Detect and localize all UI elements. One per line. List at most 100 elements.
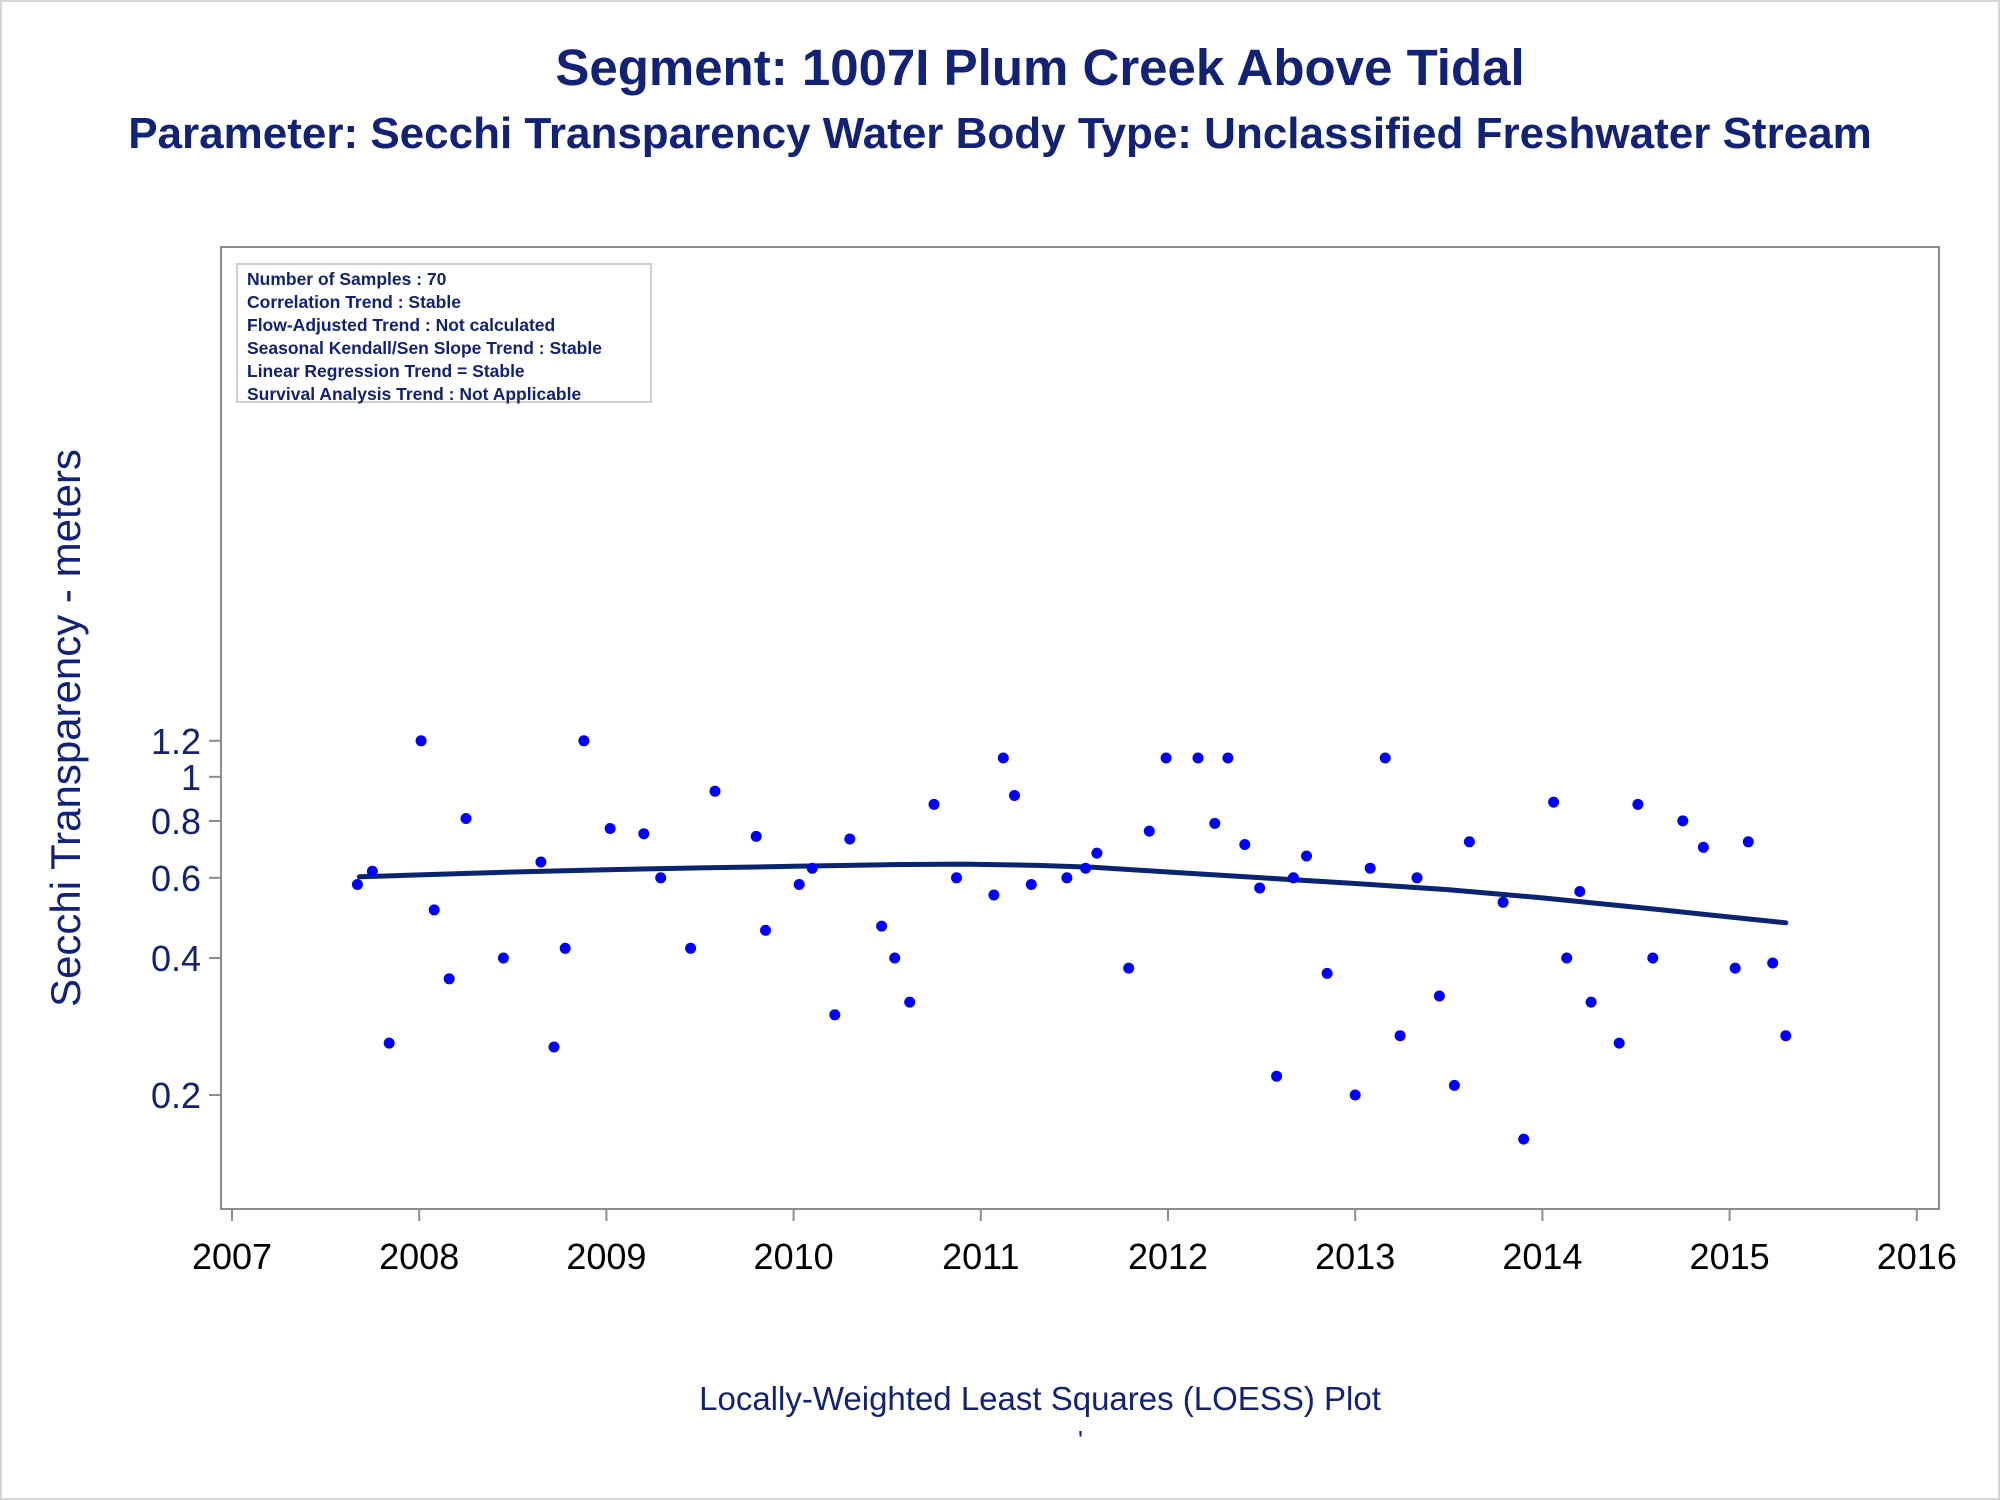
data-point xyxy=(1697,841,1709,853)
data-point xyxy=(1647,952,1659,964)
data-point xyxy=(1411,872,1423,884)
data-point xyxy=(1192,752,1204,764)
data-point xyxy=(904,996,916,1008)
data-point xyxy=(876,920,888,932)
data-point xyxy=(806,862,818,874)
data-point xyxy=(497,952,509,964)
data-point xyxy=(604,823,616,834)
data-point xyxy=(1574,886,1586,897)
stat-line: Correlation Trend : Stable xyxy=(247,292,461,312)
data-point xyxy=(1379,752,1391,764)
chart-subtitle: Parameter: Secchi Transparency Water Bod… xyxy=(128,109,1872,158)
data-point xyxy=(793,879,805,890)
data-point xyxy=(1254,882,1266,894)
data-point xyxy=(1025,879,1037,890)
data-point xyxy=(415,735,427,747)
x-tick-label: 2012 xyxy=(1128,1236,1208,1277)
data-point xyxy=(1394,1030,1406,1042)
y-axis-title: Secchi Transparency - meters xyxy=(42,449,89,1007)
data-point xyxy=(1209,817,1221,829)
trend-stats-box: Number of Samples : 70 Correlation Trend … xyxy=(236,263,652,404)
data-point xyxy=(1321,967,1333,979)
data-point xyxy=(1448,1079,1460,1091)
scatter-points xyxy=(351,735,1792,1145)
y-tick-label: 0.6 xyxy=(151,858,201,899)
data-point xyxy=(829,1009,841,1021)
data-point xyxy=(1271,1070,1283,1082)
x-tick-label: 2014 xyxy=(1502,1236,1582,1277)
data-point xyxy=(760,924,771,936)
footnote-mark: ' xyxy=(1078,1425,1083,1455)
x-tick-label: 2009 xyxy=(566,1236,646,1277)
data-point xyxy=(988,889,1000,901)
data-point xyxy=(928,798,940,810)
y-tick-label: 0.4 xyxy=(151,938,201,979)
data-point xyxy=(997,752,1009,764)
stat-line: Number of Samples : 70 xyxy=(247,269,447,289)
y-tick-label: 1 xyxy=(181,757,201,798)
data-point xyxy=(366,865,378,877)
data-point xyxy=(443,973,455,985)
data-point xyxy=(1061,872,1073,884)
data-point xyxy=(1080,862,1092,874)
data-point xyxy=(428,904,440,916)
stat-line: Flow-Adjusted Trend : Not calculated xyxy=(247,315,556,335)
y-axis: 0.2 0.4 0.6 0.811.2 xyxy=(151,721,221,1116)
data-point xyxy=(1518,1133,1530,1145)
x-tick-label: 2016 xyxy=(1877,1236,1957,1277)
data-point xyxy=(1433,990,1445,1002)
data-point xyxy=(1123,962,1135,974)
data-point xyxy=(1677,815,1689,827)
data-point xyxy=(709,785,721,797)
data-point xyxy=(460,813,472,824)
data-point xyxy=(1632,798,1644,810)
data-point xyxy=(1463,836,1475,848)
data-point xyxy=(844,833,856,845)
x-tick-label: 2010 xyxy=(754,1236,834,1277)
stat-line: Seasonal Kendall/Sen Slope Trend : Stabl… xyxy=(247,338,602,358)
x-axis: 2007 2008 2009 2010 2011 2012 2013 2014 2015 2016 xyxy=(192,1209,1957,1277)
data-point xyxy=(351,879,363,890)
x-tick-label: 2013 xyxy=(1315,1236,1395,1277)
data-point xyxy=(685,942,697,954)
data-point xyxy=(1160,752,1172,764)
x-tick-label: 2008 xyxy=(379,1236,459,1277)
data-point xyxy=(1780,1030,1792,1042)
y-tick-label: 0.8 xyxy=(151,801,201,842)
data-point xyxy=(535,856,547,868)
x-tick-label: 2015 xyxy=(1690,1236,1770,1277)
plot-area-border xyxy=(220,246,1940,1210)
data-point xyxy=(559,942,571,954)
data-point xyxy=(1613,1037,1625,1049)
data-point xyxy=(638,828,650,840)
stat-line: Survival Analysis Trend : Not Applicable xyxy=(247,384,582,404)
data-point xyxy=(1729,962,1741,974)
data-point xyxy=(1767,957,1779,969)
y-tick-label: 1.2 xyxy=(151,721,201,762)
data-point xyxy=(1497,896,1509,908)
data-point xyxy=(578,735,590,747)
data-point xyxy=(1585,996,1597,1008)
y-tick-label: 0.2 xyxy=(151,1075,201,1116)
data-point xyxy=(1742,836,1754,848)
data-point xyxy=(750,830,762,842)
data-point xyxy=(1287,872,1299,884)
data-point xyxy=(1349,1089,1361,1101)
x-tick-label: 2011 xyxy=(942,1236,1019,1277)
data-point xyxy=(655,872,667,884)
data-point xyxy=(1091,847,1103,859)
data-point xyxy=(1561,952,1573,964)
data-point xyxy=(383,1037,395,1049)
data-point xyxy=(889,952,901,964)
data-point xyxy=(951,872,962,884)
chart-title: Segment: 1007I Plum Creek Above Tidal xyxy=(555,39,1525,96)
data-point xyxy=(548,1041,560,1053)
data-point xyxy=(1222,752,1234,764)
stat-line: Linear Regression Trend = Stable xyxy=(247,361,525,381)
data-point xyxy=(1143,825,1155,837)
x-tick-label: 2007 xyxy=(192,1236,272,1277)
data-point xyxy=(1548,796,1560,808)
data-point xyxy=(1239,839,1251,850)
